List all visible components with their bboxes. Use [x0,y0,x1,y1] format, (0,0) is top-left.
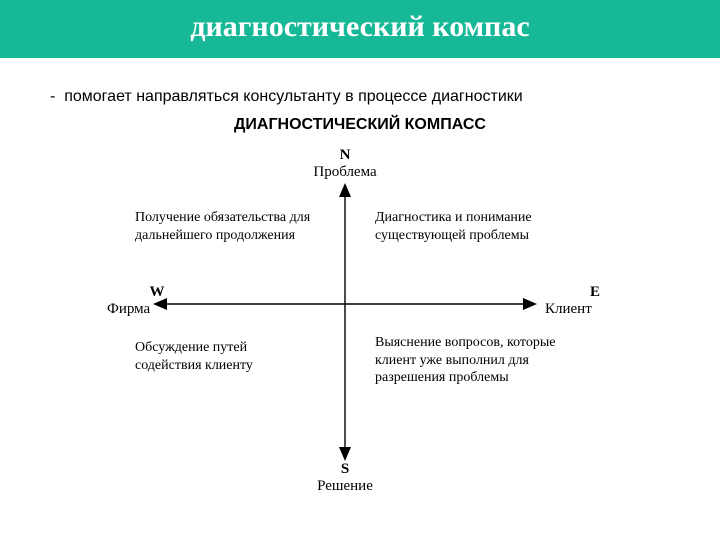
compass-diagram: N Проблема S Решение W Фирма E Клиент По… [0,134,720,494]
west-text: Фирма [107,301,207,318]
quadrant-sw: Обсуждение путейсодействия клиенту [135,339,335,374]
north-label: N Проблема [285,147,405,181]
bullet-text: помогает направляться консультанту в про… [64,88,522,105]
south-letter: S [285,461,405,478]
north-text: Проблема [285,164,405,181]
quadrant-ne: Диагностика и пониманиесуществующей проб… [375,209,585,244]
south-text: Решение [285,478,405,495]
quadrant-se: Выяснение вопросов, которыеклиент уже вы… [375,334,605,387]
north-letter: N [285,147,405,164]
west-label: W Фирма [107,284,207,318]
quadrant-nw: Получение обязательства длядальнейшего п… [135,209,335,244]
header-band: диагностический компас [0,0,720,58]
bullet-marker: - [50,88,55,105]
south-label: S Решение [285,461,405,495]
diagram-title: ДИАГНОСТИЧЕСКИЙ КОМПАСС [0,116,720,134]
page-title: диагностический компас [0,10,720,44]
east-label: E Клиент [545,284,645,318]
east-letter: E [545,284,645,301]
east-text: Клиент [545,301,645,318]
bullet-line: - помогает направляться консультанту в п… [50,88,720,106]
west-letter: W [107,284,207,301]
